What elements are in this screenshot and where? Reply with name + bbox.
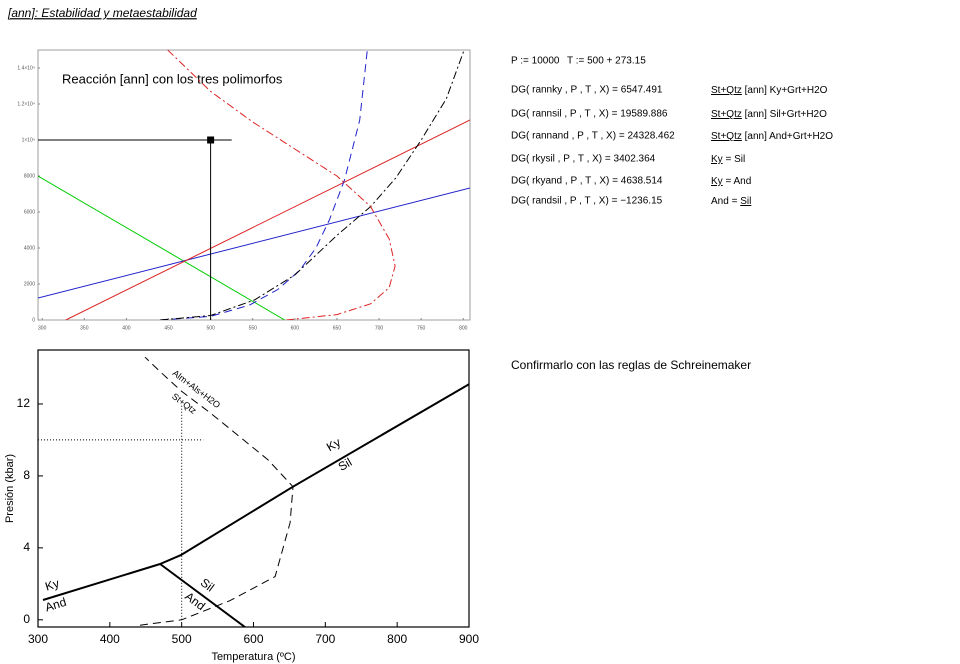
reaction: Ky = Sil [711, 154, 745, 165]
equation: DG( rannsil , P , T , X) = 19589.886 [511, 109, 668, 120]
page-title: [ann]: Estabilidad y metaestabilidad [7, 6, 197, 20]
y-tick-label: 4000 [24, 245, 35, 251]
curve-label: St+Qtz [170, 391, 199, 416]
x-tick-label: 550 [249, 325, 258, 331]
curve-label: And [182, 589, 207, 613]
curve-label: Ky [43, 576, 60, 593]
x-tick-label: 800 [387, 632, 407, 646]
series-line [38, 175, 285, 320]
y-tick-label: 8 [23, 468, 30, 482]
y-tick-label: 1×10⁴ [22, 137, 35, 143]
y-tick-label: 12 [17, 396, 31, 410]
x-tick-label: 800 [459, 325, 468, 331]
x-tick-label: 400 [100, 632, 120, 646]
y-tick-label: 6000 [24, 209, 35, 215]
reaction-part: = And [723, 176, 752, 187]
reaction: St+Qtz [ann] And+Grt+H2O [711, 131, 833, 142]
x-tick-label: 400 [122, 325, 131, 331]
series-line [139, 356, 294, 626]
plot-frame [37, 349, 470, 628]
equation: DG( randsil , P , T , X) = −1236.15 [511, 196, 663, 207]
series-line [65, 119, 470, 320]
reaction-part: = Sil [723, 154, 746, 165]
x-tick-label: 700 [315, 632, 335, 646]
x-tick-label: 650 [333, 325, 342, 331]
x-tick-label: 750 [417, 325, 426, 331]
series-line [159, 383, 469, 565]
x-tick-label: 700 [375, 325, 384, 331]
x-tick-label: 300 [28, 632, 48, 646]
plot-frame [37, 49, 471, 321]
series-line [167, 50, 396, 320]
x-tick-label: 900 [459, 632, 479, 646]
y-tick-label: 1.4×10⁴ [17, 65, 35, 71]
reaction-part: Ky [711, 176, 723, 187]
x-tick-label: 600 [243, 632, 263, 646]
y-tick-label: 8000 [24, 173, 35, 179]
plot-annotation: Reacción [ann] con los tres polimorfos [62, 71, 283, 86]
equation: DG( rkyand , P , T , X) = 4638.514 [511, 176, 663, 187]
reaction-part: [ann] And+Grt+H2O [742, 131, 833, 142]
y-tick-label: 4 [23, 540, 30, 554]
reaction-part: Sil [740, 196, 751, 207]
series-line [159, 563, 246, 627]
y-tick-label: 1.2×10⁴ [17, 101, 35, 107]
reaction-part: Ky [711, 154, 723, 165]
x-tick-label: 600 [291, 325, 300, 331]
reaction: And = Sil [711, 196, 751, 207]
input-t: T := 500 + 273.15 [567, 56, 646, 67]
x-tick-label: 500 [172, 632, 192, 646]
reaction-part: St+Qtz [711, 131, 742, 142]
curve-label: Sil [336, 455, 355, 474]
plot-area [38, 356, 469, 627]
y-axis-label: Presión (kbar) [4, 454, 16, 523]
reaction-part: St+Qtz [711, 85, 742, 96]
x-tick-label: 300 [38, 325, 47, 331]
y-tick-label: 0 [23, 612, 30, 626]
equation: DG( rannky , P , T , X) = 6547.491 [511, 85, 663, 96]
reaction: Ky = And [711, 176, 751, 187]
y-tick-label: 0 [32, 317, 35, 323]
reaction-part: St+Qtz [711, 109, 742, 120]
input-p: P := 10000 [511, 56, 560, 67]
point-marker [207, 136, 215, 144]
reaction-part: And = [711, 196, 740, 207]
note: Confirmarlo con las reglas de Schreinema… [511, 358, 751, 372]
curve-label: Sil [198, 575, 217, 594]
y-tick-label: 2000 [24, 281, 35, 287]
series-line [160, 50, 368, 320]
x-tick-label: 350 [80, 325, 89, 331]
equation: DG( rkysil , P , T , X) = 3402.364 [511, 154, 656, 165]
series-line [38, 187, 470, 299]
x-tick-label: 500 [206, 325, 215, 331]
equation: DG( rannand , P , T , X) = 24328.462 [511, 131, 675, 142]
series-line [42, 563, 161, 601]
x-axis-label: Temperatura (ºC) [211, 651, 295, 663]
reaction-part: [ann] Sil+Grt+H2O [742, 109, 827, 120]
reaction: St+Qtz [ann] Sil+Grt+H2O [711, 109, 827, 120]
series-line [160, 50, 465, 320]
curve-label: Ky [324, 435, 343, 454]
plot-area [38, 50, 470, 320]
curve-label: And [43, 595, 68, 615]
x-tick-label: 450 [164, 325, 173, 331]
reaction-part: [ann] Ky+Grt+H2O [742, 85, 828, 96]
reaction: St+Qtz [ann] Ky+Grt+H2O [711, 85, 828, 96]
